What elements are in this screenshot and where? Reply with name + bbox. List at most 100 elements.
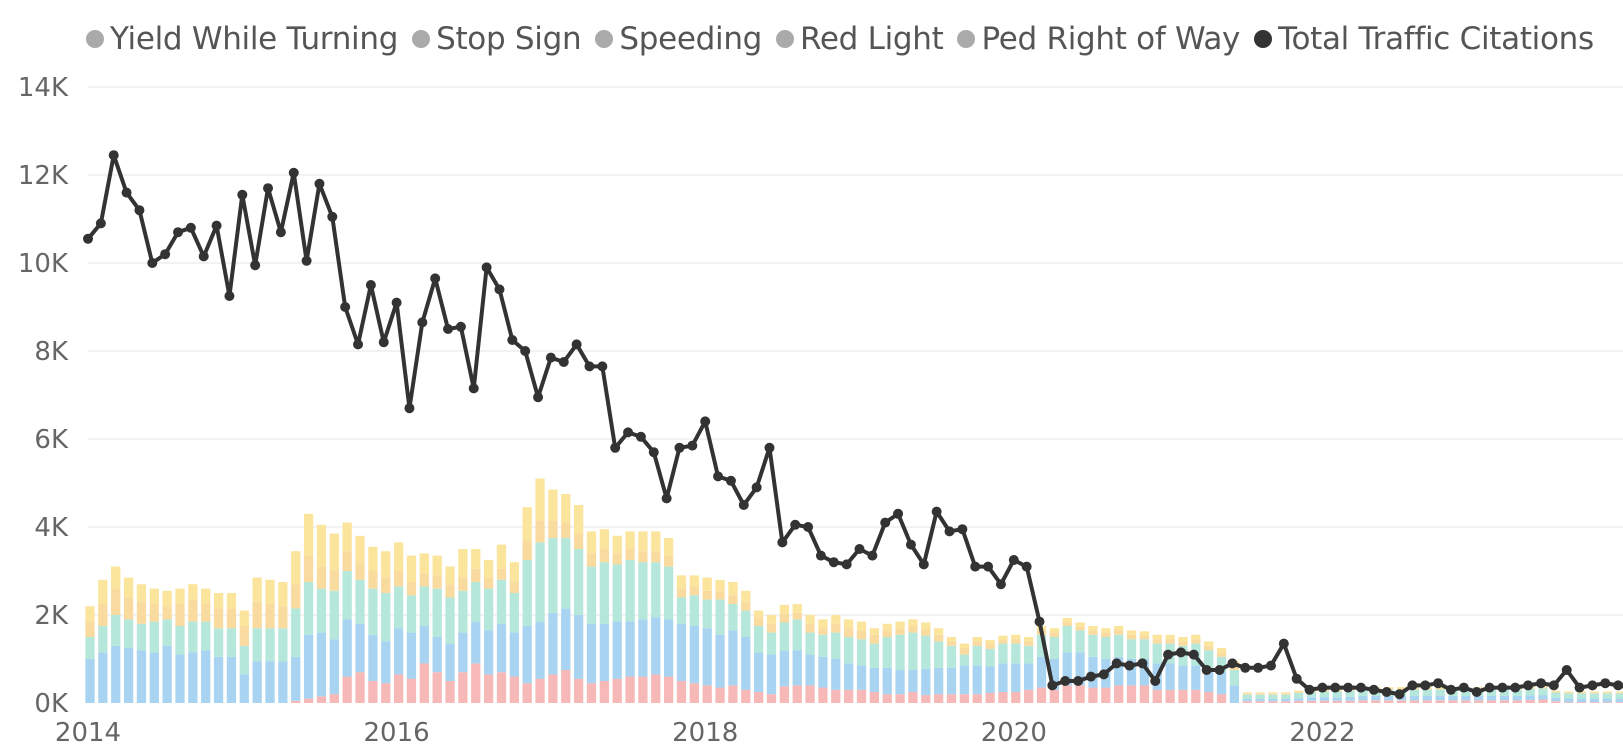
bar-segment[interactable]	[548, 520, 558, 538]
line-point[interactable]	[841, 559, 852, 570]
bar-segment[interactable]	[561, 608, 571, 670]
bar-segment[interactable]	[1396, 687, 1407, 689]
line-point[interactable]	[365, 280, 376, 290]
bar-segment[interactable]	[239, 626, 249, 646]
bar-segment[interactable]	[1075, 685, 1085, 703]
line-point[interactable]	[1317, 682, 1328, 693]
bar-segment[interactable]	[844, 628, 854, 637]
bar-segment[interactable]	[985, 640, 995, 645]
bar-segment[interactable]	[1615, 693, 1623, 699]
bar-segment[interactable]	[1538, 688, 1548, 696]
bar-segment[interactable]	[1306, 692, 1317, 698]
bar-segment[interactable]	[1204, 645, 1214, 651]
bar-segment[interactable]	[805, 615, 815, 624]
bar-segment[interactable]	[535, 678, 545, 703]
bar-segment[interactable]	[1152, 639, 1162, 644]
bar-segment[interactable]	[291, 608, 301, 657]
bar-segment[interactable]	[1165, 689, 1175, 703]
bar-segment[interactable]	[1101, 687, 1111, 703]
bar-segment[interactable]	[689, 595, 699, 626]
bar-segment[interactable]	[1435, 700, 1445, 703]
line-point[interactable]	[378, 337, 389, 348]
bar-segment[interactable]	[278, 661, 288, 703]
line-point[interactable]	[1060, 676, 1071, 686]
bar-segment[interactable]	[496, 544, 507, 569]
bar-segment[interactable]	[1281, 693, 1291, 695]
bar-segment[interactable]	[355, 535, 365, 563]
bar-segment[interactable]	[201, 604, 211, 622]
bar-segment[interactable]	[689, 586, 699, 596]
bar-segment[interactable]	[1204, 692, 1214, 703]
bar-segment[interactable]	[921, 695, 931, 703]
bar-segment[interactable]	[98, 626, 108, 653]
bar-segment[interactable]	[959, 643, 969, 648]
bar-segment[interactable]	[1101, 628, 1111, 633]
bar-segment[interactable]	[1088, 630, 1098, 635]
bar-segment[interactable]	[882, 694, 892, 703]
bar-segment[interactable]	[188, 599, 198, 622]
bar-segment[interactable]	[368, 588, 378, 635]
bar-segment[interactable]	[728, 582, 738, 596]
bar-segment[interactable]	[1126, 659, 1137, 686]
bar-segment[interactable]	[1538, 687, 1548, 689]
bar-segment[interactable]	[98, 604, 108, 626]
bar-segment[interactable]	[1371, 695, 1381, 701]
bar-segment[interactable]	[741, 610, 751, 637]
bar-segment[interactable]	[561, 494, 571, 523]
bar-segment[interactable]	[1499, 695, 1510, 701]
bar-segment[interactable]	[908, 632, 918, 670]
line-point[interactable]	[880, 517, 891, 528]
bar-segment[interactable]	[779, 622, 789, 652]
bar-segment[interactable]	[805, 685, 815, 703]
line-point[interactable]	[1368, 684, 1379, 695]
line-point[interactable]	[738, 500, 749, 510]
bar-segment[interactable]	[522, 626, 532, 684]
bar-segment[interactable]	[483, 577, 494, 589]
bar-segment[interactable]	[368, 571, 378, 589]
bar-segment[interactable]	[972, 637, 982, 642]
bar-segment[interactable]	[252, 661, 262, 703]
bar-segment[interactable]	[586, 683, 597, 703]
bar-segment[interactable]	[1564, 692, 1574, 694]
line-point[interactable]	[1433, 678, 1444, 689]
bar-segment[interactable]	[1101, 637, 1111, 659]
bar-segment[interactable]	[316, 696, 327, 703]
bar-segment[interactable]	[1474, 700, 1484, 703]
bar-segment[interactable]	[291, 656, 301, 701]
bar-segment[interactable]	[548, 674, 558, 703]
bar-segment[interactable]	[818, 634, 828, 657]
bar-segment[interactable]	[162, 619, 172, 646]
bar-segment[interactable]	[1551, 692, 1561, 698]
line-point[interactable]	[1253, 662, 1264, 673]
bar-segment[interactable]	[946, 694, 957, 703]
legend-item-total-traffic-citations[interactable]: Total Traffic Citations	[1254, 21, 1594, 57]
bar-segment[interactable]	[1229, 670, 1240, 686]
bar-segment[interactable]	[111, 615, 121, 646]
bar-segment[interactable]	[419, 663, 429, 703]
bar-segment[interactable]	[1178, 665, 1188, 690]
bar-segment[interactable]	[1126, 634, 1137, 640]
line-point[interactable]	[481, 262, 492, 273]
bar-segment[interactable]	[1268, 692, 1278, 694]
bar-segment[interactable]	[303, 634, 314, 699]
bar-segment[interactable]	[599, 623, 609, 681]
line-point[interactable]	[1175, 647, 1186, 658]
bar-segment[interactable]	[1461, 695, 1471, 701]
bar-segment[interactable]	[882, 637, 892, 668]
bar-segment[interactable]	[316, 588, 327, 633]
bar-segment[interactable]	[754, 692, 764, 703]
bar-segment[interactable]	[1204, 641, 1214, 646]
bar-segment[interactable]	[406, 555, 417, 582]
line-point[interactable]	[1497, 682, 1508, 693]
bar-segment[interactable]	[1165, 639, 1175, 644]
bar-segment[interactable]	[1294, 692, 1304, 699]
bar-segment[interactable]	[1422, 700, 1432, 703]
bar-segment[interactable]	[316, 632, 327, 697]
bar-segment[interactable]	[1165, 634, 1175, 640]
bar-segment[interactable]	[946, 645, 957, 668]
line-point[interactable]	[1291, 673, 1302, 684]
bar-segment[interactable]	[702, 685, 712, 703]
bar-segment[interactable]	[1011, 692, 1021, 703]
bar-segment[interactable]	[1255, 694, 1265, 700]
bar-segment[interactable]	[432, 588, 442, 637]
